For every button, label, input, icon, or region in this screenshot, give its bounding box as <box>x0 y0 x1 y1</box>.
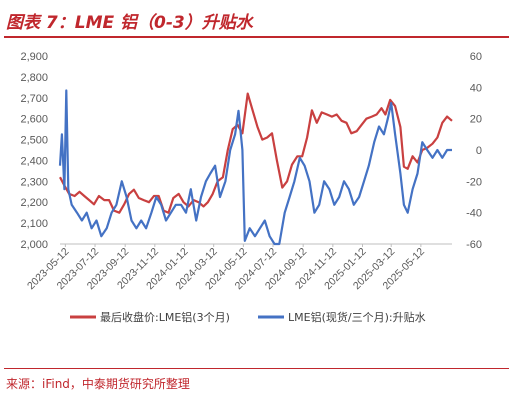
left-axis-tick-label: 2,800 <box>20 72 48 84</box>
right-axis-tick-label: 20 <box>470 114 482 126</box>
legend: 最后收盘价:LME铝(3个月) LME铝(现货/三个月):升贴水 <box>70 310 426 324</box>
right-y-axis: -60 -40 -20 0 20 40 60 <box>466 51 482 251</box>
series-line-lme-aluminium-spread <box>58 89 452 246</box>
left-axis-tick-label: 2,000 <box>20 239 48 251</box>
left-axis-tick-label: 2,700 <box>20 93 48 105</box>
legend-label: LME铝(现货/三个月):升贴水 <box>288 310 426 324</box>
left-axis-tick-label: 2,300 <box>20 176 48 188</box>
title-divider <box>4 36 509 38</box>
right-axis-tick-label: -60 <box>466 239 482 251</box>
chart-title: 图表 7：LME 铝（0-3）升贴水 <box>6 13 253 33</box>
x-axis: 2023-05-122023-07-122023-09-122023-11-12… <box>25 244 427 292</box>
right-axis-tick-label: -40 <box>466 208 482 220</box>
left-y-axis: 2,000 2,100 2,200 2,300 2,400 2,500 2,600 2,700… <box>20 51 48 251</box>
right-axis-tick-label: 40 <box>470 82 482 94</box>
right-axis-tick-label: -20 <box>466 176 482 188</box>
right-axis-tick-label: 60 <box>470 51 482 63</box>
source-divider <box>4 368 509 369</box>
source-note: 来源：iFind，中泰期货研究所整理 <box>6 377 190 391</box>
series-line-lme-aluminium-3m-close <box>59 92 453 214</box>
left-axis-tick-label: 2,900 <box>20 51 48 63</box>
series-layer <box>58 89 453 246</box>
left-axis-tick-label: 2,100 <box>20 218 48 230</box>
left-axis-tick-label: 2,600 <box>20 114 48 126</box>
right-axis-tick-label: 0 <box>476 145 482 157</box>
left-axis-tick-label: 2,200 <box>20 197 48 209</box>
chart: 2,000 2,100 2,200 2,300 2,400 2,500 2,600 2,700… <box>20 51 482 324</box>
legend-label: 最后收盘价:LME铝(3个月) <box>100 310 230 324</box>
title-bar: 图表 7：LME 铝（0-3）升贴水 <box>0 0 513 38</box>
left-axis-tick-label: 2,400 <box>20 155 48 167</box>
left-axis-tick-label: 2,500 <box>20 135 48 147</box>
